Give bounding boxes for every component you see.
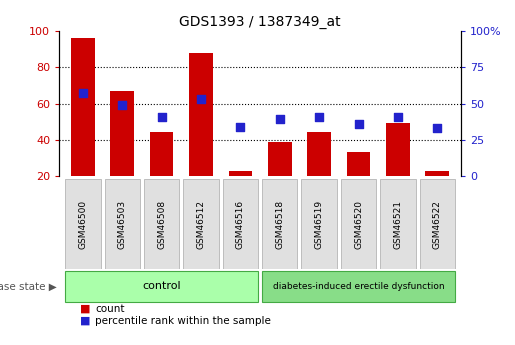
Point (433, 125, 441, 131)
Text: ■: ■ (80, 304, 90, 314)
Bar (341, 179, 376, 269)
Text: GSM46521: GSM46521 (393, 200, 402, 249)
Title: GDS1393 / 1387349_at: GDS1393 / 1387349_at (179, 14, 341, 29)
Point (236, 124, 245, 129)
Text: GSM46518: GSM46518 (275, 200, 284, 249)
Text: GSM46500: GSM46500 (78, 200, 88, 249)
Point (79, 91, 87, 96)
Bar (301, 179, 337, 269)
Bar (262, 271, 455, 302)
Bar (268, 141, 291, 176)
Bar (105, 179, 140, 269)
Bar (262, 179, 298, 269)
Point (118, 102, 126, 108)
Bar (386, 124, 410, 176)
Bar (65, 179, 100, 269)
Bar (150, 132, 174, 176)
Text: diabetes-induced erectile dysfunction: diabetes-induced erectile dysfunction (273, 282, 444, 291)
Bar (425, 170, 449, 176)
Bar (380, 179, 416, 269)
Bar (144, 179, 179, 269)
Point (276, 117, 284, 122)
Bar (222, 179, 258, 269)
Bar (71, 38, 95, 176)
Text: disease state ▶: disease state ▶ (0, 282, 57, 291)
Text: percentile rank within the sample: percentile rank within the sample (95, 316, 271, 326)
Text: control: control (142, 282, 181, 291)
Text: GSM46508: GSM46508 (157, 200, 166, 249)
Text: GSM46519: GSM46519 (315, 200, 323, 249)
Point (158, 114, 166, 119)
Bar (189, 53, 213, 176)
Point (197, 96, 205, 102)
Bar (229, 170, 252, 176)
Bar (65, 271, 258, 302)
Text: ■: ■ (80, 316, 90, 326)
Bar (183, 179, 219, 269)
Point (315, 114, 323, 119)
Text: GSM46516: GSM46516 (236, 200, 245, 249)
Point (394, 114, 402, 119)
Text: count: count (95, 304, 125, 314)
Bar (110, 91, 134, 176)
Text: GSM46503: GSM46503 (118, 200, 127, 249)
Text: GSM46522: GSM46522 (433, 200, 442, 249)
Bar (347, 152, 370, 176)
Text: GSM46512: GSM46512 (197, 200, 205, 249)
Bar (307, 132, 331, 176)
Text: GSM46520: GSM46520 (354, 200, 363, 249)
Point (354, 121, 363, 127)
Bar (420, 179, 455, 269)
